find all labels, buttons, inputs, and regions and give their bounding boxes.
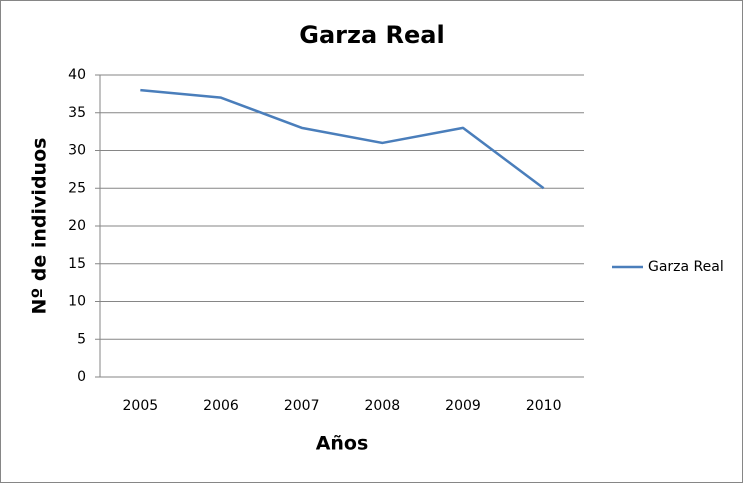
- data-line: [140, 88, 545, 190]
- y-axis-label: Nº de individuos: [29, 138, 51, 315]
- x-tick-label: 2008: [365, 398, 401, 414]
- x-axis-label: Años: [316, 433, 369, 455]
- y-tick-label: 15: [68, 256, 86, 272]
- x-tick-label: 2005: [123, 398, 159, 414]
- y-tick-label: 25: [68, 180, 86, 196]
- y-tick-label: 0: [77, 369, 86, 385]
- y-tick-label: 40: [68, 67, 86, 83]
- x-tick-label: 2006: [203, 398, 239, 414]
- y-tick-label: 30: [68, 143, 86, 159]
- chart-title: Garza Real: [299, 21, 444, 49]
- x-tick-label: 2009: [445, 398, 481, 414]
- x-tick-label: 2007: [284, 398, 320, 414]
- legend-label: Garza Real: [648, 259, 724, 275]
- y-tick-label: 20: [68, 218, 86, 234]
- y-tick-label: 5: [77, 331, 86, 347]
- x-tick-label: 2010: [526, 398, 562, 414]
- y-tick-label: 35: [68, 105, 86, 121]
- y-tick-label: 10: [68, 294, 86, 310]
